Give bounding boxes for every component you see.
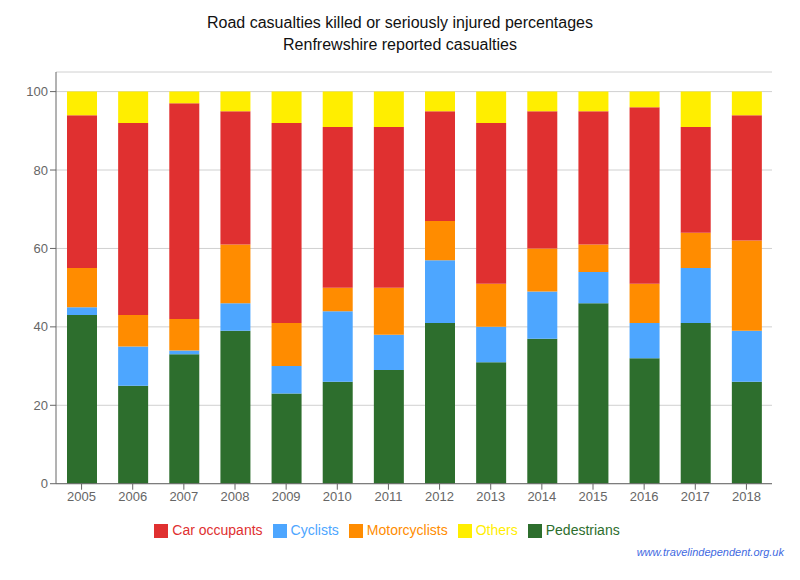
svg-text:2008: 2008 [221, 489, 250, 504]
html-text:Pedestrians: Pedestrians [545, 521, 620, 538]
svg-text:60: 60 [34, 241, 48, 256]
svg-text:2015: 2015 [579, 489, 608, 504]
html-text:Car occupants: Car occupants [172, 521, 263, 538]
svg-text:2014: 2014 [527, 489, 556, 504]
html-text:Road casualties killed or seri: Road casualties killed or seriously inju… [207, 14, 593, 31]
html-text:www.travelindependent.org.uk: www.travelindependent.org.uk [636, 546, 784, 558]
svg-text:2017: 2017 [681, 489, 710, 504]
svg-text:0: 0 [41, 476, 48, 491]
svg-text:2007: 2007 [169, 489, 198, 504]
html-text:Renfrewshire reported casualti: Renfrewshire reported casualties [283, 36, 517, 53]
svg-text:2018: 2018 [732, 489, 761, 504]
html-text:Motorcyclists: Motorcyclists [366, 521, 448, 538]
svg-text:80: 80 [34, 163, 48, 178]
svg-text:2006: 2006 [118, 489, 147, 504]
svg-text:40: 40 [34, 319, 48, 334]
svg-text:2009: 2009 [272, 489, 301, 504]
html-text:Cyclists: Cyclists [290, 521, 339, 538]
svg-text:20: 20 [34, 398, 48, 413]
svg-text:100: 100 [26, 84, 48, 99]
svg-text:2005: 2005 [67, 489, 96, 504]
svg-text:2016: 2016 [630, 489, 659, 504]
svg-text:2011: 2011 [374, 489, 402, 504]
svg-text:2012: 2012 [425, 489, 454, 504]
html-text:Others: Others [475, 521, 518, 538]
svg-text:2013: 2013 [476, 489, 505, 504]
svg-text:2010: 2010 [323, 489, 352, 504]
